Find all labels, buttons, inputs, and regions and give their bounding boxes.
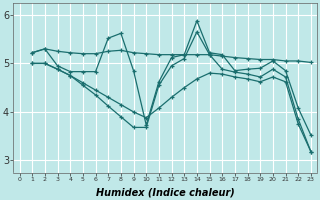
X-axis label: Humidex (Indice chaleur): Humidex (Indice chaleur)	[96, 187, 235, 197]
